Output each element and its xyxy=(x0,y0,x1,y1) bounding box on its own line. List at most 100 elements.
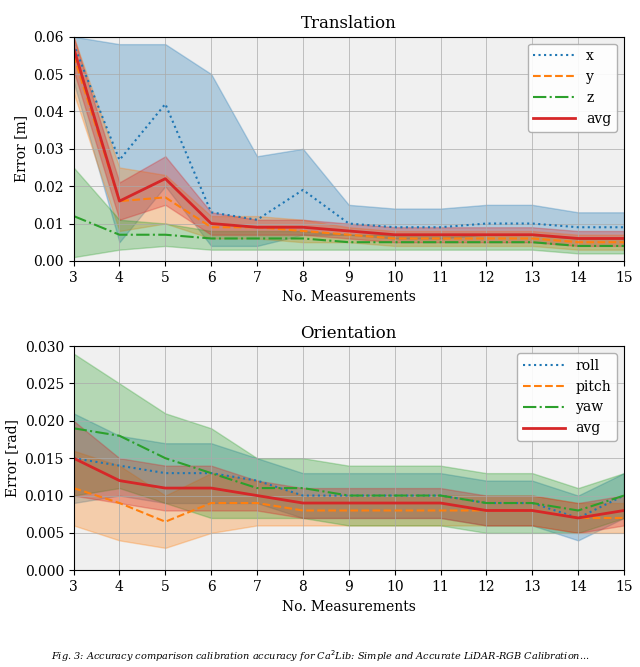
yaw xyxy=(620,492,628,500)
x xyxy=(70,40,77,48)
Line: roll: roll xyxy=(74,458,624,518)
Legend: roll, pitch, yaw, avg: roll, pitch, yaw, avg xyxy=(517,353,617,441)
roll xyxy=(116,462,124,470)
yaw xyxy=(483,499,490,507)
pitch xyxy=(391,506,399,514)
x xyxy=(253,216,261,224)
avg xyxy=(483,506,490,514)
x xyxy=(529,219,536,227)
pitch xyxy=(70,484,77,492)
y xyxy=(116,197,124,205)
X-axis label: No. Measurements: No. Measurements xyxy=(282,600,416,614)
avg xyxy=(345,227,353,235)
yaw xyxy=(253,484,261,492)
roll xyxy=(620,492,628,500)
pitch xyxy=(483,506,490,514)
avg xyxy=(345,499,353,507)
avg xyxy=(161,484,169,492)
x xyxy=(207,208,215,216)
y xyxy=(299,227,307,235)
yaw xyxy=(345,492,353,500)
z xyxy=(345,238,353,246)
pitch xyxy=(574,514,582,522)
avg xyxy=(207,484,215,492)
Y-axis label: Error [m]: Error [m] xyxy=(13,115,28,182)
z xyxy=(299,235,307,243)
Text: Fig. 3: Accuracy comparison calibration accuracy for Ca$^2$Lib: Simple and Accur: Fig. 3: Accuracy comparison calibration … xyxy=(51,648,589,664)
pitch xyxy=(529,506,536,514)
avg xyxy=(483,231,490,239)
yaw xyxy=(207,469,215,477)
pitch xyxy=(161,518,169,526)
yaw xyxy=(161,454,169,462)
Line: z: z xyxy=(74,216,624,246)
avg xyxy=(529,506,536,514)
z xyxy=(574,242,582,250)
Line: x: x xyxy=(74,44,624,227)
z xyxy=(207,235,215,243)
yaw xyxy=(529,499,536,507)
x xyxy=(345,219,353,227)
Legend: x, y, z, avg: x, y, z, avg xyxy=(528,43,617,131)
avg xyxy=(116,477,124,485)
avg xyxy=(299,499,307,507)
roll xyxy=(253,477,261,485)
y xyxy=(161,193,169,201)
avg xyxy=(161,175,169,183)
x xyxy=(574,223,582,231)
y xyxy=(70,51,77,59)
x xyxy=(299,186,307,194)
avg xyxy=(253,492,261,500)
x xyxy=(620,223,628,231)
x xyxy=(436,223,444,231)
x xyxy=(161,100,169,108)
Title: Translation: Translation xyxy=(301,15,397,33)
roll xyxy=(299,492,307,500)
avg xyxy=(116,197,124,205)
avg xyxy=(70,454,77,462)
X-axis label: No. Measurements: No. Measurements xyxy=(282,290,416,304)
avg xyxy=(436,499,444,507)
z xyxy=(436,238,444,246)
pitch xyxy=(620,514,628,522)
z xyxy=(391,238,399,246)
yaw xyxy=(299,484,307,492)
yaw xyxy=(391,492,399,500)
z xyxy=(529,238,536,246)
z xyxy=(116,231,124,239)
pitch xyxy=(299,506,307,514)
roll xyxy=(436,492,444,500)
yaw xyxy=(574,506,582,514)
Line: avg: avg xyxy=(74,458,624,518)
avg xyxy=(574,235,582,243)
Title: Orientation: Orientation xyxy=(301,325,397,342)
y xyxy=(436,235,444,243)
avg xyxy=(574,514,582,522)
x xyxy=(483,219,490,227)
roll xyxy=(207,469,215,477)
x xyxy=(391,223,399,231)
yaw xyxy=(70,424,77,432)
avg xyxy=(529,231,536,239)
Line: pitch: pitch xyxy=(74,488,624,522)
yaw xyxy=(436,492,444,500)
pitch xyxy=(253,499,261,507)
roll xyxy=(161,469,169,477)
pitch xyxy=(116,499,124,507)
z xyxy=(70,212,77,220)
Line: y: y xyxy=(74,55,624,242)
avg xyxy=(299,223,307,231)
avg xyxy=(207,219,215,227)
yaw xyxy=(116,432,124,440)
avg xyxy=(70,44,77,52)
z xyxy=(253,235,261,243)
roll xyxy=(529,499,536,507)
roll xyxy=(70,454,77,462)
avg xyxy=(620,506,628,514)
y xyxy=(574,238,582,246)
Line: avg: avg xyxy=(74,48,624,239)
z xyxy=(161,231,169,239)
avg xyxy=(253,223,261,231)
roll xyxy=(483,499,490,507)
roll xyxy=(574,514,582,522)
